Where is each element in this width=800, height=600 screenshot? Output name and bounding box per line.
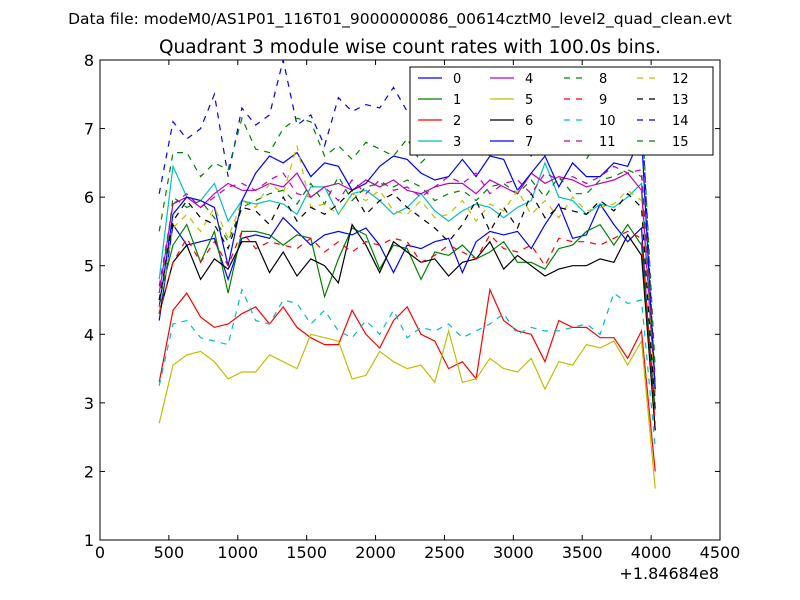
y-tick-label: 2 [84,462,94,481]
x-tick-label: 4000 [631,543,672,562]
x-tick-label: 0 [95,543,105,562]
x-tick-label: 500 [154,543,185,562]
x-tick-label: 3500 [562,543,603,562]
legend-label-5: 5 [525,93,533,108]
series-line-15 [158,104,656,369]
series-line-9 [158,230,656,424]
legend-label-3: 3 [453,135,461,150]
legend-label-15: 15 [672,135,689,150]
x-tick-label: 2500 [424,543,465,562]
legend-label-0: 0 [453,72,461,87]
y-tick-label: 1 [84,531,94,550]
series-line-10 [158,287,656,448]
x-tick-label: 2000 [355,543,396,562]
y-tick-label: 5 [84,257,94,276]
series-line-11 [158,165,656,379]
series-line-0 [158,202,656,431]
legend-label-12: 12 [672,72,689,87]
series-line-5 [158,328,656,489]
series-line-4 [158,172,656,390]
legend-label-6: 6 [525,114,533,129]
legend-label-11: 11 [599,135,616,150]
axis-ticks: 0 500 1000 1500 2000 2500 3000 3500 4000 45001234… [84,51,741,562]
y-tick-label: 3 [84,394,94,413]
x-offset-label: +1.84684e8 [619,564,719,583]
legend-label-2: 2 [453,114,461,129]
legend-label-8: 8 [599,72,607,87]
y-tick-label: 4 [84,325,94,344]
chart-title: Quadrant 3 module wise count rates with … [159,37,661,58]
legend-label-9: 9 [599,93,607,108]
x-tick-label: 1000 [217,543,258,562]
y-tick-label: 7 [84,120,94,139]
legend-label-14: 14 [672,114,689,129]
y-tick-label: 6 [84,188,94,207]
legend-label-1: 1 [453,93,461,108]
figure-suptitle: Data file: modeM0/AS1P01_116T01_90000000… [68,10,732,29]
x-tick-label: 4500 [700,543,741,562]
series-line-2 [158,287,656,472]
x-tick-label: 1500 [286,543,327,562]
x-tick-label: 3000 [493,543,534,562]
series-lines [158,59,656,489]
series-line-7 [158,135,656,390]
plot-frame [99,59,721,541]
legend-label-10: 10 [599,114,616,129]
legend-label-4: 4 [525,72,533,87]
legend-label-13: 13 [672,93,689,108]
legend-frame [409,66,714,156]
series-line-13 [158,189,656,410]
y-tick-label: 8 [84,51,94,70]
series-line-12 [158,145,656,397]
series-line-6 [158,223,656,431]
series-line-8 [158,169,656,393]
legend-label-7: 7 [525,135,533,150]
